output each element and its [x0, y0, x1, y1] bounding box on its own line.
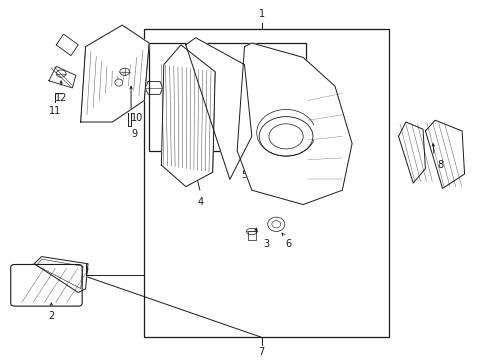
- Polygon shape: [398, 122, 425, 183]
- Bar: [247, 231, 255, 240]
- Text: 6: 6: [285, 239, 291, 249]
- Bar: [254, 79, 288, 111]
- Text: 3: 3: [263, 239, 269, 249]
- Bar: [183, 88, 210, 113]
- Text: 7: 7: [258, 347, 264, 357]
- Polygon shape: [81, 25, 149, 122]
- Polygon shape: [56, 34, 78, 56]
- Polygon shape: [425, 120, 464, 188]
- FancyBboxPatch shape: [11, 265, 82, 306]
- Polygon shape: [34, 257, 88, 292]
- Polygon shape: [185, 38, 251, 179]
- Polygon shape: [237, 43, 351, 204]
- Text: 10: 10: [131, 113, 143, 123]
- Text: 2: 2: [48, 311, 54, 321]
- Text: 4: 4: [197, 197, 203, 207]
- Text: 12: 12: [55, 93, 67, 103]
- Text: 1: 1: [258, 9, 264, 19]
- Polygon shape: [161, 45, 215, 186]
- Bar: [149, 43, 305, 151]
- Polygon shape: [49, 66, 76, 88]
- Bar: [144, 29, 388, 337]
- Text: 9: 9: [131, 129, 137, 139]
- Text: 5: 5: [241, 171, 247, 180]
- Text: 8: 8: [437, 160, 443, 170]
- Text: 11: 11: [48, 106, 61, 116]
